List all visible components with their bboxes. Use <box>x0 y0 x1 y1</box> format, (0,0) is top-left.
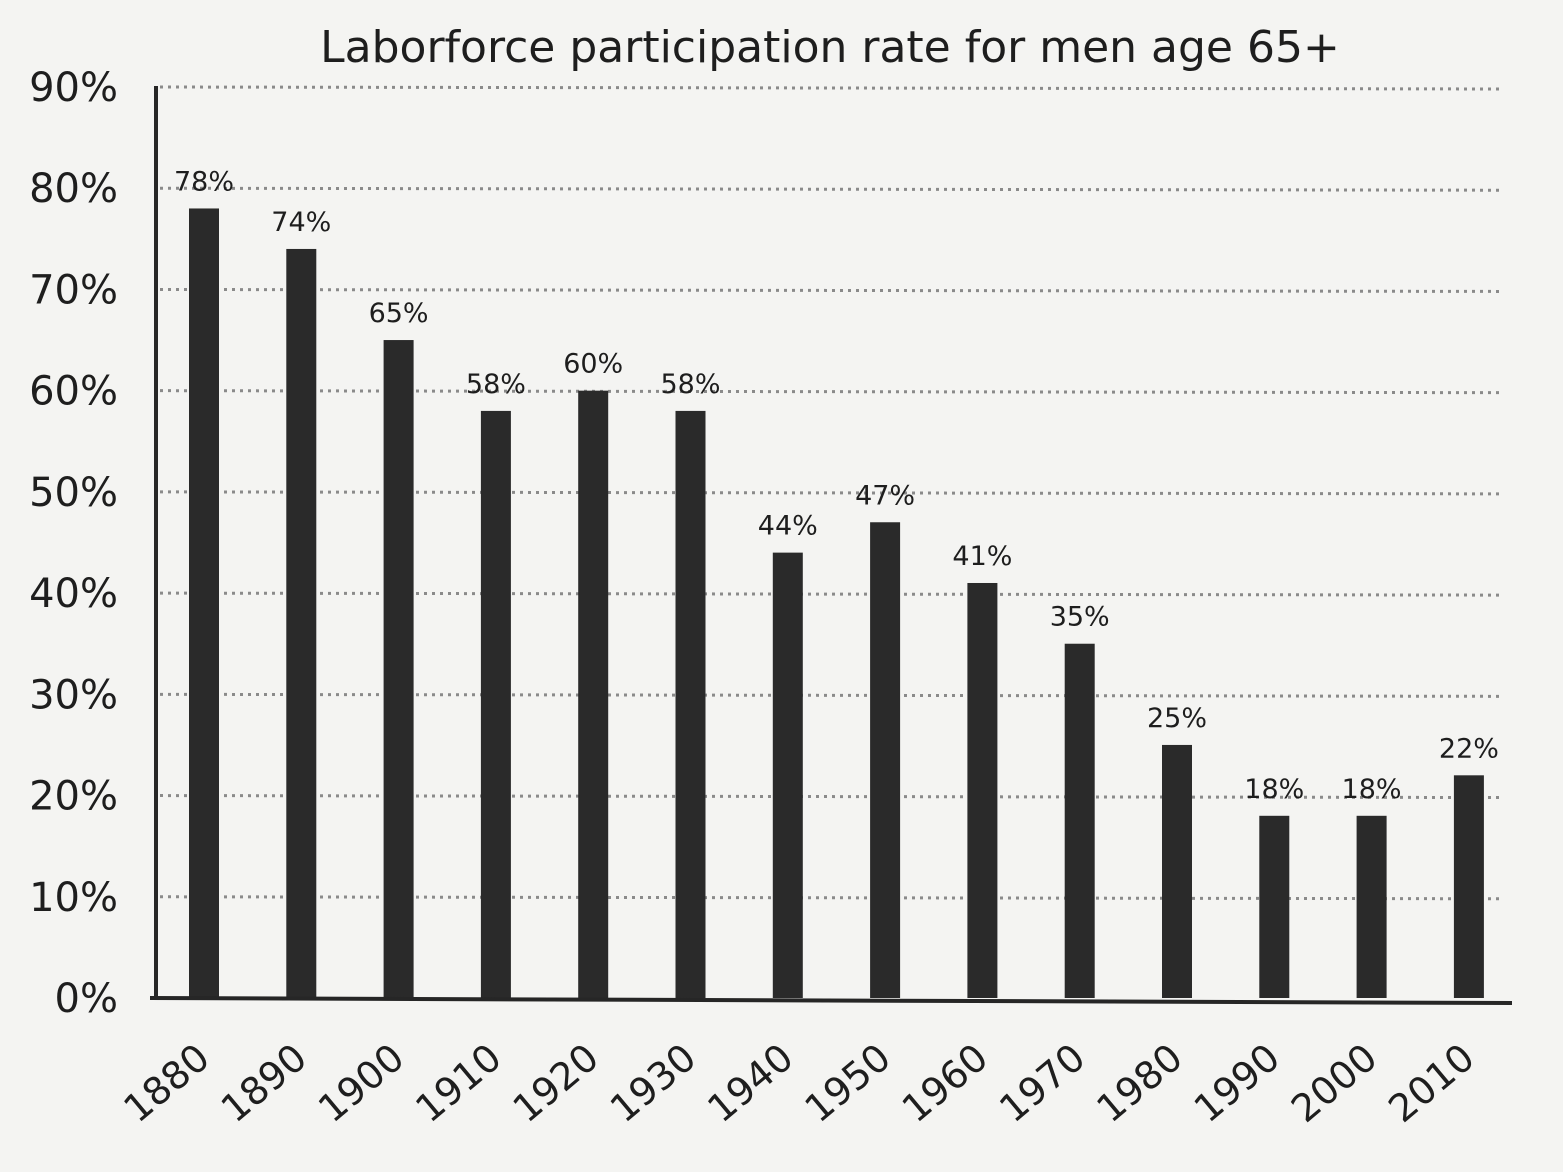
x-axis-ticks: 1880189019001910192019301940195019601970… <box>115 1035 1482 1131</box>
data-label: 18% <box>1244 774 1304 805</box>
data-label: 47% <box>855 480 915 511</box>
x-tick-label: 2010 <box>1380 1035 1482 1131</box>
data-label: 44% <box>758 511 818 542</box>
y-tick-label: 70% <box>29 267 118 313</box>
x-tick-label: 1880 <box>115 1035 217 1131</box>
bar-1960 <box>967 582 998 998</box>
bar-1940 <box>772 552 803 998</box>
x-tick-label: 1980 <box>1088 1035 1190 1131</box>
bar-1910 <box>480 410 511 998</box>
bar-1890 <box>286 248 317 998</box>
bar-1970 <box>1064 643 1095 998</box>
y-tick-label: 40% <box>29 571 118 617</box>
gridline <box>159 389 1501 395</box>
bars <box>189 208 1484 999</box>
data-label: 65% <box>369 298 429 329</box>
y-tick-label: 30% <box>29 672 118 718</box>
gridline <box>159 895 1501 901</box>
x-tick-label: 1930 <box>602 1035 704 1131</box>
x-tick-label: 1920 <box>505 1035 607 1131</box>
y-tick-label: 20% <box>29 774 118 820</box>
gridline <box>159 85 1501 91</box>
data-label: 22% <box>1439 733 1499 764</box>
y-tick-label: 90% <box>29 65 118 111</box>
gridline <box>159 490 1501 496</box>
bar-1950 <box>870 522 901 998</box>
bar-1900 <box>383 340 414 998</box>
gridline <box>159 591 1501 597</box>
x-tick-label: 1970 <box>991 1035 1093 1131</box>
data-label: 58% <box>660 369 720 400</box>
bar-2010 <box>1453 775 1484 998</box>
data-label: 74% <box>271 207 331 238</box>
x-tick-label: 1990 <box>1186 1035 1288 1131</box>
y-tick-label: 10% <box>29 875 118 921</box>
data-labels: 78% 74% 65% 58% 60% 58% 44% 47% 41% 35% 25% 18% 18% 2… <box>174 166 1499 804</box>
x-tick-label: 1940 <box>699 1035 801 1131</box>
x-tick-label: 1890 <box>213 1035 315 1131</box>
bar-1920 <box>578 390 609 999</box>
x-tick-label: 1950 <box>797 1035 899 1131</box>
bar-1930 <box>675 410 706 998</box>
data-label: 60% <box>563 349 623 380</box>
data-label: 35% <box>1050 602 1110 633</box>
x-tick-label: 2000 <box>1283 1035 1385 1131</box>
x-tick-label: 1900 <box>310 1035 412 1131</box>
data-label: 25% <box>1147 703 1207 734</box>
y-axis-ticks: 0% 10% 20% 30% 40% 50% 60% 70% 80% 90% <box>29 65 118 1022</box>
data-label: 58% <box>466 369 526 400</box>
y-tick-label: 80% <box>29 166 118 212</box>
gridline <box>159 287 1501 293</box>
y-tick-label: 60% <box>29 369 118 415</box>
y-tick-label: 50% <box>29 470 118 516</box>
x-tick-label: 1910 <box>407 1035 509 1131</box>
y-tick-label: 0% <box>55 976 118 1022</box>
x-axis-line <box>149 996 1513 1005</box>
bar-1880 <box>189 208 219 998</box>
bar-1990 <box>1259 815 1290 998</box>
gridline <box>159 692 1501 698</box>
gridline <box>159 186 1501 192</box>
data-label: 78% <box>174 166 234 197</box>
x-tick-label: 1960 <box>894 1035 996 1131</box>
chart-title: Laborforce participation rate for men ag… <box>320 22 1340 73</box>
data-label: 41% <box>952 541 1012 572</box>
data-label: 18% <box>1342 774 1402 805</box>
bar-2000 <box>1356 815 1387 998</box>
bar-1980 <box>1162 744 1192 998</box>
